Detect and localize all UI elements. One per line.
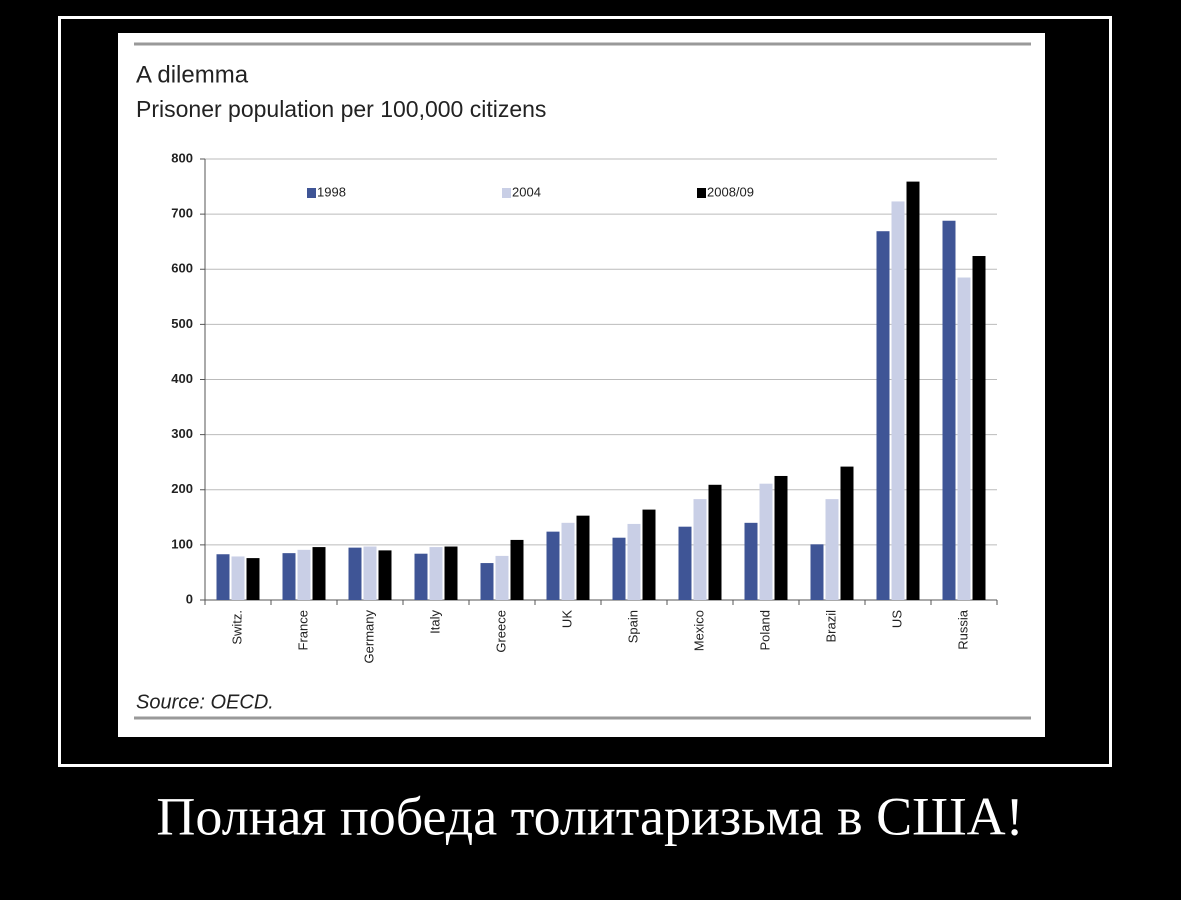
bar xyxy=(444,546,458,600)
x-tick-label: Mexico xyxy=(691,610,706,651)
y-tick-label: 200 xyxy=(171,481,193,496)
y-tick-label: 500 xyxy=(171,316,193,331)
bar xyxy=(876,231,890,600)
bar xyxy=(414,553,428,600)
bar xyxy=(906,181,920,600)
bar xyxy=(642,509,656,600)
y-tick-label: 400 xyxy=(171,371,193,386)
bar xyxy=(546,531,560,600)
x-tick-label: Switz. xyxy=(229,610,244,645)
bar xyxy=(678,526,692,600)
x-tick-label: Italy xyxy=(427,610,442,634)
legend-swatch xyxy=(697,188,706,198)
bar xyxy=(708,484,722,600)
bar xyxy=(510,539,524,600)
bar xyxy=(297,549,311,600)
bar xyxy=(480,563,494,600)
bar xyxy=(693,499,707,600)
bar xyxy=(627,523,641,600)
y-tick-label: 800 xyxy=(171,150,193,165)
bar xyxy=(429,547,443,600)
bar xyxy=(972,256,986,600)
y-tick-label: 600 xyxy=(171,261,193,276)
chart-subtitle: Prisoner population per 100,000 citizens xyxy=(136,96,546,122)
bar xyxy=(282,553,296,600)
legend-label: 2004 xyxy=(512,184,541,199)
source-note: Source: OECD. xyxy=(136,691,274,713)
bar xyxy=(774,475,788,600)
chart-title: A dilemma xyxy=(136,61,249,88)
bar xyxy=(576,515,590,600)
x-tick-label: Russia xyxy=(955,609,970,650)
x-tick-label: Poland xyxy=(757,610,772,650)
bar xyxy=(216,554,230,600)
bar xyxy=(612,537,626,600)
x-tick-label: US xyxy=(889,610,904,628)
y-tick-label: 0 xyxy=(186,591,193,606)
bar xyxy=(942,220,956,601)
legend-label: 2008/09 xyxy=(707,184,754,199)
y-tick-label: 300 xyxy=(171,426,193,441)
caption: Полная победа толитаризьма в США! xyxy=(156,786,1023,846)
legend-label: 1998 xyxy=(317,184,346,199)
x-tick-label: Germany xyxy=(361,610,376,664)
bar xyxy=(348,547,362,600)
x-tick-label: Brazil xyxy=(823,610,838,643)
bar xyxy=(891,201,905,601)
y-tick-label: 700 xyxy=(171,206,193,221)
y-tick-label: 100 xyxy=(171,536,193,551)
x-tick-label: Greece xyxy=(493,610,508,653)
x-tick-label: Spain xyxy=(625,610,640,643)
bar xyxy=(810,544,824,600)
legend-swatch xyxy=(502,188,511,198)
bar xyxy=(759,483,773,600)
bar xyxy=(363,546,377,600)
bar xyxy=(246,558,260,600)
frame xyxy=(58,16,1112,767)
bar xyxy=(561,522,575,600)
chart-panel xyxy=(118,33,1045,737)
x-tick-label: UK xyxy=(559,610,574,628)
bar xyxy=(378,550,392,600)
bar xyxy=(231,556,245,600)
bar xyxy=(744,522,758,600)
bar xyxy=(312,547,326,600)
bar xyxy=(840,466,854,600)
legend-swatch xyxy=(307,188,316,198)
bar xyxy=(495,555,509,600)
x-tick-label: France xyxy=(295,610,310,650)
bar xyxy=(957,277,971,600)
bar xyxy=(825,499,839,600)
